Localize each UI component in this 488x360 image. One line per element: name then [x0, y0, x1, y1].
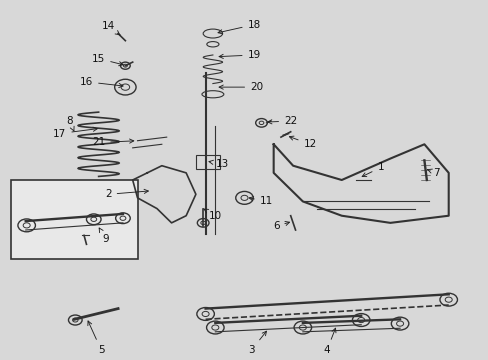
Text: 22: 22: [267, 116, 297, 126]
Text: 8: 8: [66, 116, 74, 131]
Text: 13: 13: [208, 159, 229, 169]
Text: 4: 4: [323, 328, 335, 355]
Text: 15: 15: [92, 54, 123, 66]
Text: 14: 14: [102, 21, 120, 35]
Bar: [196, 155, 220, 169]
Text: 9: 9: [99, 228, 109, 244]
Text: 1: 1: [362, 162, 383, 177]
Text: 3: 3: [248, 331, 266, 355]
Text: 10: 10: [203, 209, 222, 221]
Text: 5: 5: [88, 321, 104, 355]
Text: 18: 18: [218, 19, 260, 34]
Text: 21: 21: [92, 138, 134, 148]
Text: 16: 16: [80, 77, 123, 87]
Text: 19: 19: [219, 50, 260, 60]
Text: 12: 12: [289, 136, 316, 149]
Text: 2: 2: [105, 189, 148, 199]
Text: 7: 7: [427, 168, 439, 178]
Text: 11: 11: [249, 197, 272, 206]
Text: 6: 6: [272, 221, 289, 231]
Bar: [11, 180, 137, 258]
Text: 17: 17: [53, 127, 97, 139]
Text: 20: 20: [219, 82, 263, 92]
